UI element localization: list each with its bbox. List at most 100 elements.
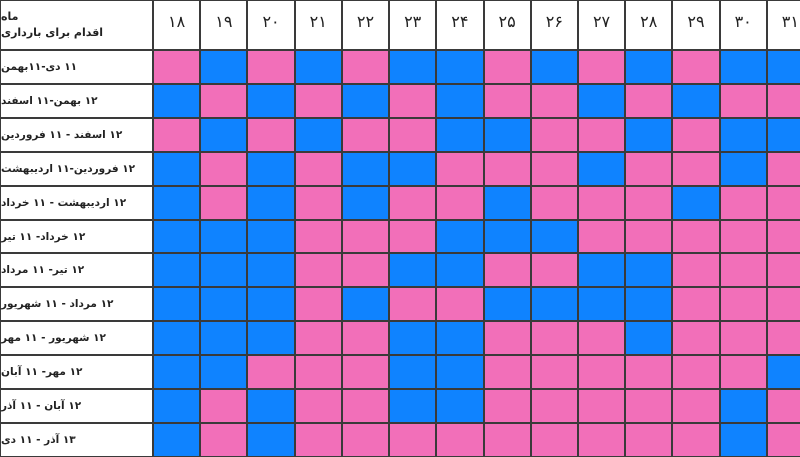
girl-cell [295,186,341,219]
boy-cell [154,288,200,321]
girl-cell [673,322,719,355]
month-row-label: ۱۲ تیر- ۱۱ مرداد [1,254,152,287]
girl-cell [342,51,389,83]
girl-cell [531,152,577,185]
girl-cell [578,51,625,83]
boy-cell [342,84,389,117]
girl-cell [673,288,719,321]
boy-cell [248,186,294,219]
age-header: ۱۸ [154,1,200,49]
girl-cell [342,322,389,355]
girl-cell [767,84,800,117]
girl-cell [295,424,341,456]
boy-cell [531,220,577,253]
boy-cell [484,220,530,253]
age-header: ۲۸ [626,1,672,49]
boy-cell [154,152,200,185]
age-header: ۲۹ [673,1,719,49]
boy-cell [390,390,436,423]
boy-cell [201,51,247,83]
month-row-label: ۱۲ شهریور - ۱۱ مهر [1,322,152,355]
girl-cell [342,220,389,253]
girl-cell [295,84,341,117]
girl-cell [578,322,625,355]
girl-cell [201,424,247,456]
boy-cell [578,152,625,185]
girl-cell [626,186,672,219]
girl-cell [767,424,800,456]
boy-cell [531,51,577,83]
girl-cell [201,390,247,423]
girl-cell [484,84,530,117]
month-row-label: ۱۲ بهمن-۱۱ اسفند [1,84,152,117]
boy-cell [390,51,436,83]
girl-cell [767,390,800,423]
girl-cell [578,424,625,456]
girl-cell [295,152,341,185]
girl-cell [767,152,800,185]
boy-cell [673,186,719,219]
girl-cell [531,356,577,389]
boy-cell [437,84,483,117]
girl-cell [673,51,719,83]
girl-cell [720,322,766,355]
girl-cell [390,288,436,321]
girl-cell [484,254,530,287]
girl-cell [626,220,672,253]
boy-cell [390,322,436,355]
corner-conception-label: اقدام برای بارداری [1,26,104,39]
girl-cell [767,186,800,219]
boy-cell [626,51,672,83]
girl-cell [484,424,530,456]
age-header: ۲۳ [390,1,436,49]
girl-cell [295,220,341,253]
age-header: ۱۹ [201,1,247,49]
girl-cell [720,220,766,253]
boy-cell [201,356,247,389]
girl-cell [154,118,200,151]
boy-cell [437,220,483,253]
girl-cell [342,356,389,389]
girl-cell [201,152,247,185]
boy-cell [484,118,530,151]
corner-month-label: ماه [1,10,19,24]
boy-cell [626,254,672,287]
girl-cell [531,424,577,456]
girl-cell [626,356,672,389]
boy-cell [720,390,766,423]
girl-cell [767,220,800,253]
girl-cell [673,220,719,253]
month-row-label: ۱۲ آبان - ۱۱ آذر [1,390,152,423]
girl-cell [673,254,719,287]
girl-cell [531,390,577,423]
boy-cell [437,356,483,389]
boy-cell [437,390,483,423]
boy-cell [248,220,294,253]
girl-cell [531,118,577,151]
boy-cell [248,152,294,185]
girl-cell [484,356,530,389]
girl-cell [578,220,625,253]
girl-cell [248,118,294,151]
girl-cell [531,186,577,219]
girl-cell [390,424,436,456]
boy-cell [390,152,436,185]
boy-cell [342,288,389,321]
age-header: ۲۶ [531,1,577,49]
boy-cell [390,356,436,389]
boy-cell [673,84,719,117]
boy-cell [437,118,483,151]
boy-cell [626,288,672,321]
girl-cell [201,186,247,219]
girl-cell [342,118,389,151]
girl-cell [390,186,436,219]
girl-cell [720,356,766,389]
girl-cell [673,424,719,456]
age-header: ۲۴ [437,1,483,49]
boy-cell [154,390,200,423]
boy-cell [248,424,294,456]
girl-cell [295,288,341,321]
girl-cell [484,152,530,185]
boy-cell [201,220,247,253]
age-header: ۲۱ [295,1,341,49]
